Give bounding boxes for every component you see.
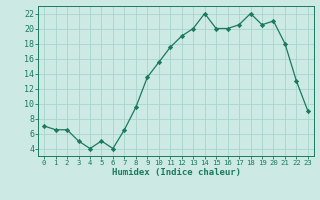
X-axis label: Humidex (Indice chaleur): Humidex (Indice chaleur)	[111, 168, 241, 177]
